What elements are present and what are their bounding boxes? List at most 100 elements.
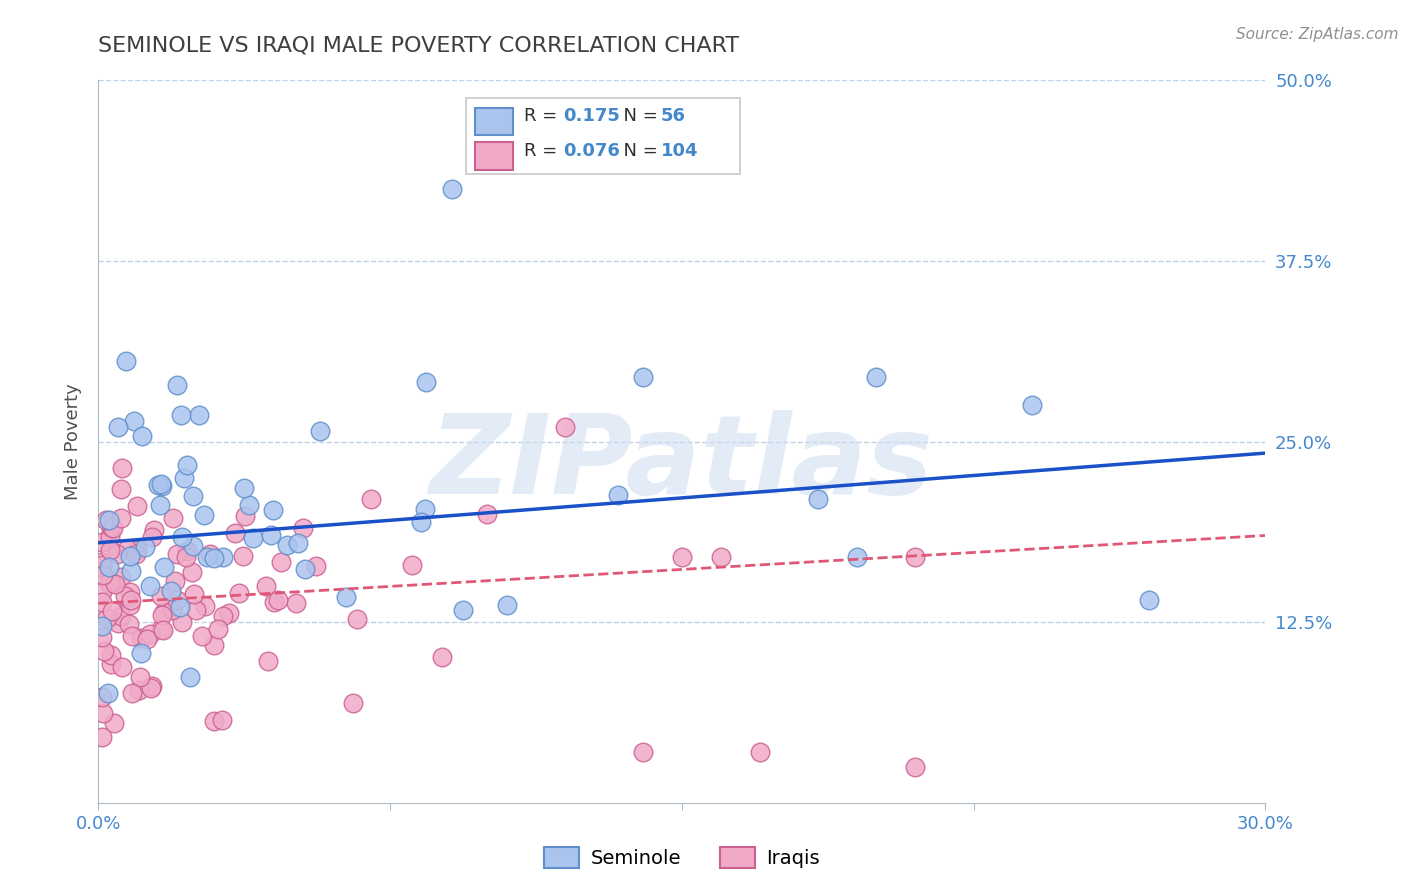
Point (260, 528, 283, 542)
Point (91, 619, 114, 633)
Point (152, 623, 174, 637)
Point (228, 585, 250, 599)
Point (305, 559, 328, 574)
Point (150, 479, 173, 493)
Point (173, 471, 195, 485)
Text: 56: 56 (661, 107, 686, 125)
Point (162, 511, 184, 525)
Point (441, 182, 464, 196)
Point (107, 615, 129, 630)
Point (114, 354, 136, 368)
Point (335, 590, 357, 604)
Text: ZIPatlas: ZIPatlas (430, 409, 934, 516)
Point (111, 660, 134, 674)
Point (285, 596, 308, 610)
Point (904, 760, 927, 774)
Point (554, 420, 576, 434)
Point (188, 409, 211, 423)
Point (118, 598, 141, 612)
Point (118, 549, 141, 563)
Point (110, 460, 132, 475)
Point (131, 429, 153, 443)
Text: Source: ZipAtlas.com: Source: ZipAtlas.com (1236, 27, 1399, 42)
Point (413, 502, 436, 516)
Point (263, 595, 285, 609)
Point (120, 564, 142, 578)
Point (191, 629, 214, 643)
Point (631, 369, 654, 384)
Point (91, 559, 114, 574)
Point (91, 690, 114, 704)
Point (160, 583, 183, 598)
Point (93, 644, 115, 658)
Point (150, 589, 173, 603)
Point (477, 507, 499, 521)
Point (346, 612, 368, 626)
Point (134, 540, 156, 554)
Point (671, 550, 693, 565)
Point (360, 492, 382, 507)
Point (211, 713, 233, 727)
Point (163, 574, 186, 589)
Point (195, 549, 218, 564)
Point (495, 598, 517, 612)
Point (131, 631, 153, 645)
Point (1021, 398, 1043, 412)
Point (149, 622, 172, 636)
Point (122, 414, 145, 428)
Text: 0.076: 0.076 (562, 142, 620, 160)
Point (846, 550, 869, 565)
Text: SEMINOLE VS IRAQI MALE POVERTY CORRELATION CHART: SEMINOLE VS IRAQI MALE POVERTY CORRELATI… (98, 36, 740, 55)
Point (98, 542, 121, 557)
Point (110, 511, 132, 525)
FancyBboxPatch shape (475, 143, 513, 169)
Point (183, 587, 205, 601)
Point (149, 498, 172, 512)
Point (166, 548, 188, 562)
Y-axis label: Male Poverty: Male Poverty (65, 384, 83, 500)
Point (100, 657, 122, 671)
Point (198, 547, 221, 561)
Point (1137, 593, 1160, 607)
Point (748, 745, 770, 759)
FancyBboxPatch shape (475, 108, 513, 136)
Point (266, 593, 288, 607)
Point (276, 538, 298, 552)
Point (169, 600, 191, 615)
Point (127, 499, 149, 513)
Point (101, 604, 124, 618)
Point (181, 539, 204, 553)
Text: 104: 104 (661, 142, 699, 160)
Point (107, 420, 129, 434)
Point (91, 595, 114, 609)
Point (114, 589, 136, 603)
Point (96, 513, 118, 527)
Point (807, 492, 830, 507)
Point (150, 607, 173, 622)
Point (415, 376, 437, 390)
Point (232, 549, 254, 564)
Text: R =: R = (524, 142, 564, 160)
Point (170, 615, 193, 629)
Point (202, 639, 225, 653)
Point (141, 680, 163, 694)
Point (110, 570, 132, 584)
Point (172, 530, 194, 544)
Point (193, 508, 215, 522)
Point (292, 521, 315, 535)
Point (211, 608, 233, 623)
Point (98, 530, 121, 544)
Point (262, 503, 284, 517)
Point (342, 697, 364, 711)
Point (91, 535, 114, 549)
Point (104, 577, 127, 591)
Point (97, 559, 120, 574)
Point (150, 477, 173, 491)
Point (100, 522, 122, 536)
Point (233, 508, 256, 523)
Point (153, 605, 176, 619)
Point (96, 610, 118, 624)
Point (194, 599, 217, 613)
Point (121, 629, 143, 643)
Point (176, 543, 198, 558)
